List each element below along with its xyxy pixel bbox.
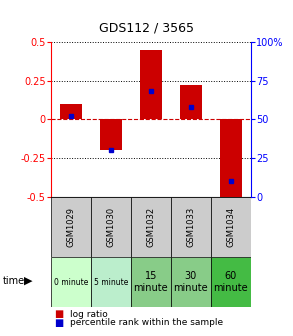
- Bar: [100, 119, 122, 150]
- Text: 15
minute: 15 minute: [134, 271, 168, 293]
- Bar: [91, 257, 131, 307]
- Bar: [131, 197, 171, 257]
- Text: GSM1030: GSM1030: [107, 207, 115, 247]
- Bar: [180, 85, 202, 119]
- Text: ■: ■: [54, 309, 64, 319]
- Bar: [140, 50, 162, 119]
- Text: ■: ■: [54, 318, 64, 328]
- Bar: [171, 257, 211, 307]
- Text: log ratio: log ratio: [70, 310, 108, 319]
- Bar: [60, 104, 82, 119]
- Text: 0 minute: 0 minute: [54, 278, 88, 287]
- Bar: [171, 197, 211, 257]
- Text: GSM1034: GSM1034: [226, 207, 235, 247]
- Bar: [51, 257, 91, 307]
- Text: 60
minute: 60 minute: [213, 271, 248, 293]
- Bar: [220, 119, 241, 200]
- Text: time: time: [3, 276, 25, 286]
- Bar: [91, 197, 131, 257]
- Text: GSM1029: GSM1029: [67, 207, 76, 247]
- Bar: [211, 197, 251, 257]
- Bar: [51, 197, 91, 257]
- Text: 30
minute: 30 minute: [173, 271, 208, 293]
- Text: GSM1033: GSM1033: [186, 207, 195, 247]
- Text: ▶: ▶: [23, 276, 32, 286]
- Text: GSM1032: GSM1032: [146, 207, 155, 247]
- Bar: [131, 257, 171, 307]
- Text: GDS112 / 3565: GDS112 / 3565: [99, 22, 194, 35]
- Text: percentile rank within the sample: percentile rank within the sample: [70, 318, 224, 327]
- Bar: [211, 257, 251, 307]
- Text: 5 minute: 5 minute: [94, 278, 128, 287]
